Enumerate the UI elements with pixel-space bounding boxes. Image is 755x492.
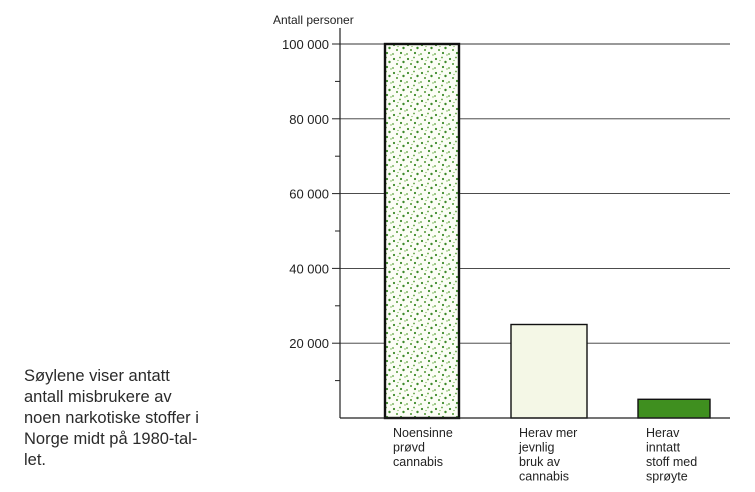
x-category-label-line: prøvd <box>393 441 425 455</box>
y-axis-label: Antall personer <box>273 13 354 27</box>
x-category-label-line: Noensinne <box>393 426 453 440</box>
bar-2 <box>510 323 588 419</box>
x-category-label-line: cannabis <box>519 470 569 484</box>
bar-3 <box>637 398 711 419</box>
x-category-label-2: Herav mer jevnlig bruk av cannabis <box>518 426 577 484</box>
x-category-label-1: Noensinne prøvd cannabis <box>393 426 453 469</box>
x-category-label-line: jevnlig <box>518 441 554 455</box>
y-tick-label: 40 000 <box>289 261 329 276</box>
figure-caption: Søylene viser antatt antall misbrukere a… <box>24 367 199 469</box>
x-category-label-line: inntatt <box>646 441 681 455</box>
bar-1 <box>383 42 461 420</box>
y-tick-label: 100 000 <box>282 37 329 52</box>
x-category-label-line: bruk av <box>519 455 561 469</box>
x-category-label-line: sprøyte <box>646 470 688 484</box>
y-tick-label: 60 000 <box>289 187 329 202</box>
x-category-label-line: stoff med <box>646 455 697 469</box>
x-category-label-line: cannabis <box>393 455 443 469</box>
y-tick-label: 80 000 <box>289 112 329 127</box>
x-category-label-3: Herav inntatt stoff med sprøyte <box>646 426 697 484</box>
y-tick-label: 20 000 <box>289 336 329 351</box>
x-category-label-line: Herav mer <box>519 426 577 440</box>
x-category-label-line: Herav <box>646 426 680 440</box>
